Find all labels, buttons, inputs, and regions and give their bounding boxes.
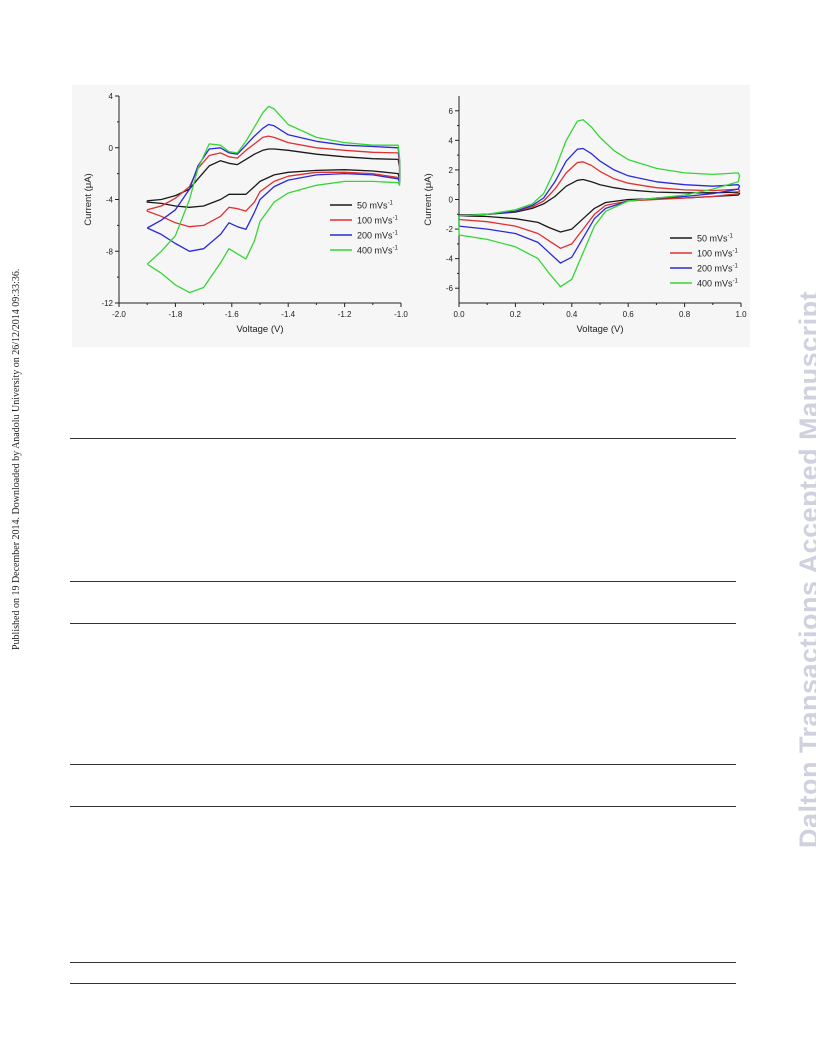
y-tick-label: -4: [446, 255, 454, 264]
y-tick-label: -12: [101, 299, 113, 308]
x-tick-label: -1.0: [394, 310, 408, 319]
table-rule-3: [70, 623, 736, 624]
legend-entry: 400 mVs-1: [357, 246, 399, 256]
table-rule-7: [70, 983, 736, 984]
table-rule-4: [70, 764, 736, 765]
legend-entry: 200 mVs-1: [357, 231, 399, 241]
x-tick-label: 0.8: [679, 310, 691, 319]
y-tick-label: 4: [449, 136, 454, 145]
series-line-400-mvs: [458, 119, 741, 288]
x-tick-label: -1.4: [281, 310, 295, 319]
x-tick-label: 1.0: [735, 310, 747, 319]
table-rule-6: [70, 962, 736, 963]
journal-watermark: Dalton Transactions Accepted Manuscript: [794, 290, 816, 848]
legend-entry: 200 mVs-1: [697, 264, 739, 274]
y-axis-label: Current (μA): [83, 173, 94, 225]
x-axis-label: Voltage (V): [237, 324, 284, 335]
legend-entry: 100 mVs-1: [357, 216, 399, 226]
legend-entry: 400 mVs-1: [697, 279, 739, 289]
y-tick-label: -8: [106, 247, 114, 256]
legend-entry: 50 mVs-1: [697, 234, 734, 244]
y-tick-label: -4: [106, 196, 114, 205]
cv-chart-right: 0.0 0.2 0.4 0.6 0.8 1.0 -6 -4 -2 0 2 4 6 Voltage (V) C…: [423, 96, 747, 335]
x-tick-label: 0.4: [566, 310, 578, 319]
y-tick-label: -6: [446, 284, 454, 293]
y-tick-label: -2: [446, 225, 454, 234]
series-line-400-mvs: [146, 105, 401, 294]
x-tick-label: -1.6: [225, 310, 239, 319]
publication-note: Published on 19 December 2014. Downloade…: [11, 268, 22, 650]
x-tick-label: 0.6: [623, 310, 635, 319]
y-tick-label: 2: [449, 166, 454, 175]
cv-chart-left: -2.0 -1.8 -1.6 -1.4 -1.2 -1.0 -12 -8 -4 0 4 Voltage…: [83, 92, 408, 335]
table-rule-5: [70, 806, 736, 807]
table-rule-2: [70, 581, 736, 582]
x-tick-label: -1.2: [338, 310, 352, 319]
series-line-100-mvs: [458, 161, 741, 249]
y-tick-label: 0: [109, 144, 114, 153]
series-line-50-mvs: [146, 148, 401, 208]
legend-entry: 100 mVs-1: [697, 249, 739, 259]
y-tick-label: 4: [109, 92, 114, 101]
table-rule-1: [70, 438, 736, 439]
y-tick-label: 6: [449, 107, 454, 116]
y-tick-label: 0: [449, 196, 454, 205]
x-tick-label: 0.2: [510, 310, 522, 319]
legend-entry: 50 mVs-1: [357, 201, 394, 211]
y-axis-label: Current (μA): [423, 173, 434, 225]
series-line-200-mvs: [458, 147, 741, 264]
x-tick-label: 0.0: [453, 310, 465, 319]
x-tick-label: -1.8: [169, 310, 183, 319]
x-tick-label: -2.0: [112, 310, 126, 319]
x-axis-label: Voltage (V): [577, 324, 624, 335]
